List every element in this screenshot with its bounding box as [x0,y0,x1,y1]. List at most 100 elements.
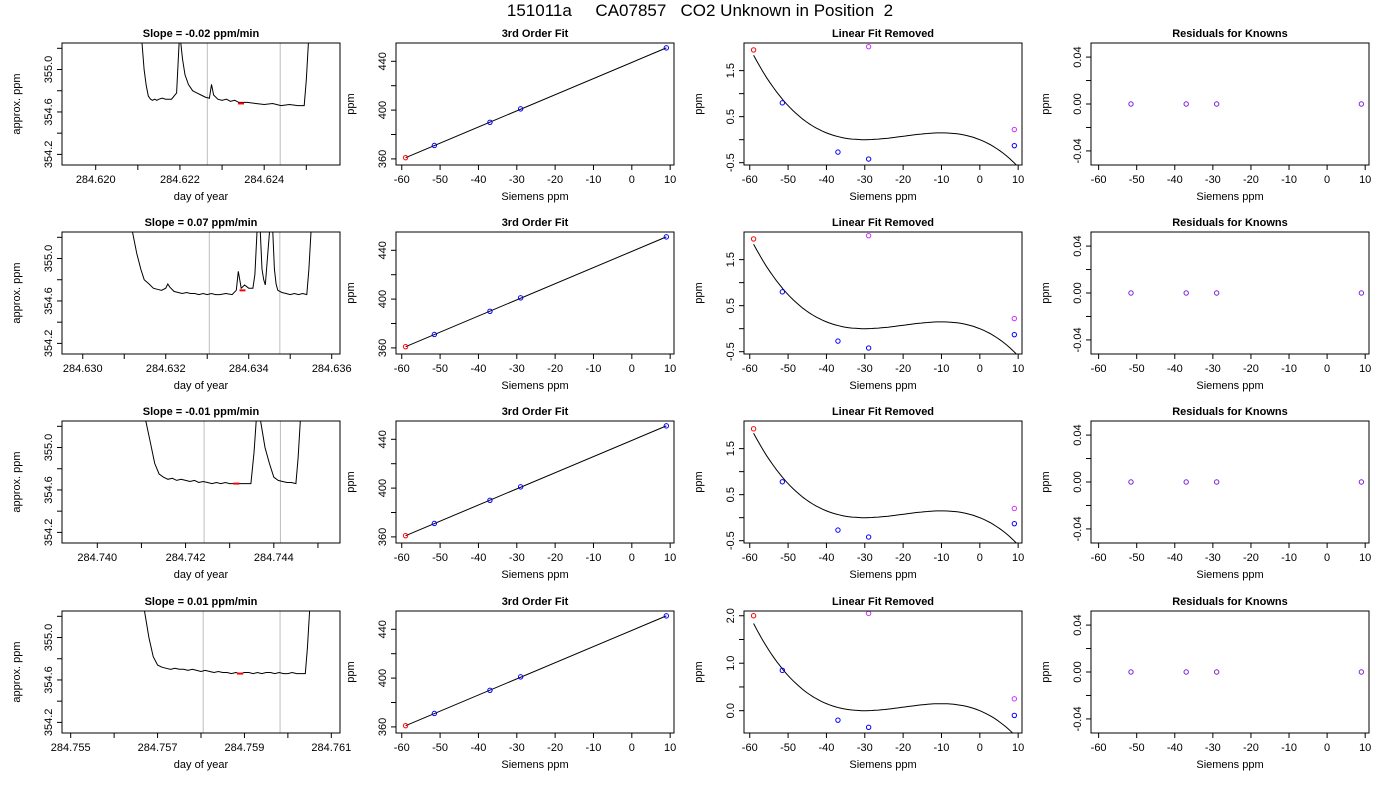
r3-residuals-residual-point [1183,479,1189,485]
r3-fit-fit-line [405,425,667,537]
r1-linear_removed-xtick-label: -40 [818,174,834,186]
r4-residuals-residual-point [1358,669,1365,675]
r4-linear_removed-ytick-label: 0.0 [725,703,737,718]
r2-trace-xtick-label: 284.632 [146,363,186,375]
r4-linear_removed-xtick-label: -10 [934,742,950,754]
r3-linear_removed-xtick-label: 0 [977,552,983,564]
r2-linear_removed-panel [739,231,1023,359]
r3-fit-xtick-label: 0 [629,552,635,564]
r3-trace-ytick-label: 354.6 [43,476,55,504]
r1-residuals-ylabel: ppm [1040,93,1052,114]
r4-linear_removed-frame [743,610,1023,734]
r4-fit-xtick-label: -20 [547,742,563,754]
r4-residuals-xtick-label: -50 [1129,742,1145,754]
r1-fit-xtick-label: -60 [394,174,410,186]
r3-residuals-xtick-label: -30 [1205,552,1221,564]
r2-residuals-residual-point [1358,290,1365,296]
r4-fit-known-point [663,613,670,619]
r3-trace-xtick-label: 284.744 [254,552,294,564]
r4-linear_removed-unknown-point [865,611,872,617]
r1-residuals-xtick-label: -40 [1167,174,1183,186]
r1-linear_removed-xtick-label: -30 [857,174,873,186]
r4-linear_removed-known-point [835,717,841,723]
r4-residuals-xtick-label: -20 [1243,742,1259,754]
r1-trace-trace-line [141,43,309,107]
r3-linear_removed-xtick-label: -50 [780,552,796,564]
r1-residuals-xtick-label: -30 [1205,174,1221,186]
r1-fit-plot-area [402,45,670,161]
r3-linear_removed-xtick-label: -40 [818,552,834,564]
r2-residuals-xtick-label: -20 [1243,363,1259,375]
r3-fit-ytick-label: 360 [377,528,389,546]
r1-residuals-residual-point [1213,101,1220,107]
r3-linear_removed-xtick-label: 10 [1012,552,1024,564]
r1-linear_removed-title: Linear Fit Removed [832,28,934,40]
r4-fit-known-point [431,710,438,717]
r2-fit-ytick-label: 360 [377,339,389,357]
r1-residuals-xtick-label: -60 [1091,174,1107,186]
r2-fit-xtick-label: 10 [664,363,676,375]
r2-residuals-xtick-label: -30 [1205,363,1221,375]
r1-fit-fit-line [405,47,667,159]
r1-trace-xlabel: day of year [174,191,229,203]
r2-fit-xtick-label: -20 [547,363,563,375]
r3-linear_removed-known-point [835,527,841,533]
r4-linear_removed-unknown-point [1011,696,1018,702]
r1-linear_removed-ytick-label: -0.5 [725,153,737,172]
r1-linear_removed-xtick-label: -50 [780,174,796,186]
r4-trace-ytick-label: 354.2 [43,709,55,737]
r3-linear_removed-unknown-point [1011,505,1018,512]
r3-trace-plot-area [145,421,301,543]
r3-trace-xtick-label: 284.742 [166,552,206,564]
r2-residuals-ytick-label: 0.04 [1072,235,1084,256]
r4-fit-xtick-label: -50 [432,742,448,754]
r3-fit-xtick-label: -50 [432,552,448,564]
r2-residuals-xtick-label: -10 [1281,363,1297,375]
r1-fit-title: 3rd Order Fit [502,28,569,40]
r1-trace-xtick-label: 284.620 [76,174,116,186]
r2-fit-ytick-label: 440 [377,241,389,259]
r4-linear_removed-ytick-label: 1.0 [725,656,737,671]
r4-fit-fit-line [405,615,667,727]
r4-fit-reference-point [402,722,409,729]
r2-linear_removed-xtick-label: -60 [742,363,758,375]
r4-residuals-frame [1090,610,1370,734]
r2-fit-reference-point [402,343,409,350]
r2-residuals-residual-point [1128,290,1134,296]
r4-linear_removed-reference-point [750,613,757,619]
r1-trace-ytick-label: 355.0 [43,56,55,84]
r3-trace-panel [57,420,341,548]
r2-fit-fit-line [405,236,667,348]
r4-linear_removed-xtick-label: -20 [895,742,911,754]
r4-residuals-xtick-label: 0 [1324,742,1330,754]
r3-trace-title: Slope = -0.01 ppm/min [143,406,260,418]
r4-residuals-xtick-label: -10 [1281,742,1297,754]
r3-residuals-frame [1090,420,1370,544]
r2-residuals-xtick-label: -40 [1167,363,1183,375]
r2-residuals-residual-point [1213,290,1220,296]
r4-trace-xlabel: day of year [174,759,229,771]
r2-linear_removed-known-point [865,345,872,351]
r1-trace-xtick-label: 284.622 [160,174,200,186]
r4-linear_removed-xtick-label: -30 [857,742,873,754]
r3-residuals-xtick-label: -60 [1091,552,1107,564]
r3-fit-plot-area [402,423,670,539]
r4-residuals-residual-point [1183,669,1189,675]
r4-trace-ylabel: approx. ppm [11,641,23,702]
r1-residuals-frame [1090,42,1370,166]
r4-trace-trace-line [144,611,311,675]
r2-fit-xtick-label: -10 [586,363,602,375]
r3-fit-known-point [431,520,438,527]
r3-fit-known-point [663,423,670,429]
r3-residuals-xtick-label: 0 [1324,552,1330,564]
r2-residuals-residual-point [1183,290,1189,296]
r2-fit-title: 3rd Order Fit [502,217,569,229]
r1-trace-ytick-label: 354.6 [43,98,55,126]
r3-fit-title: 3rd Order Fit [502,406,569,418]
r4-residuals-panel [1086,610,1370,738]
r3-linear_removed-xtick-label: -60 [742,552,758,564]
r1-linear_removed-known-point [835,149,841,155]
r4-linear_removed-ylabel: ppm [693,661,705,682]
r4-residuals-title: Residuals for Knowns [1172,596,1288,608]
